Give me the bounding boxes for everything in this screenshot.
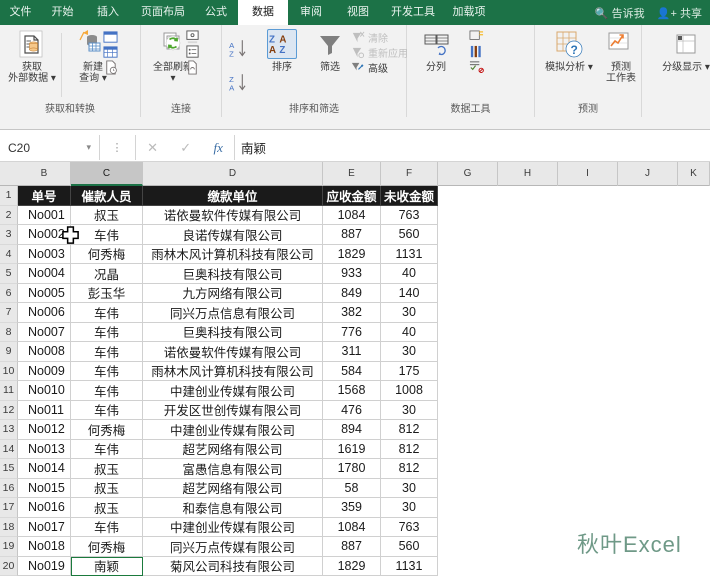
svg-text:A: A — [279, 35, 286, 46]
svg-text:Z: Z — [229, 50, 234, 59]
svg-text:?: ? — [571, 43, 578, 57]
svg-text:A: A — [229, 84, 235, 93]
svg-text:Z: Z — [229, 75, 234, 84]
svg-text:A: A — [229, 41, 235, 50]
svg-text:A: A — [269, 45, 276, 56]
svg-text:Z: Z — [279, 45, 285, 56]
svg-text:Z: Z — [269, 35, 275, 46]
